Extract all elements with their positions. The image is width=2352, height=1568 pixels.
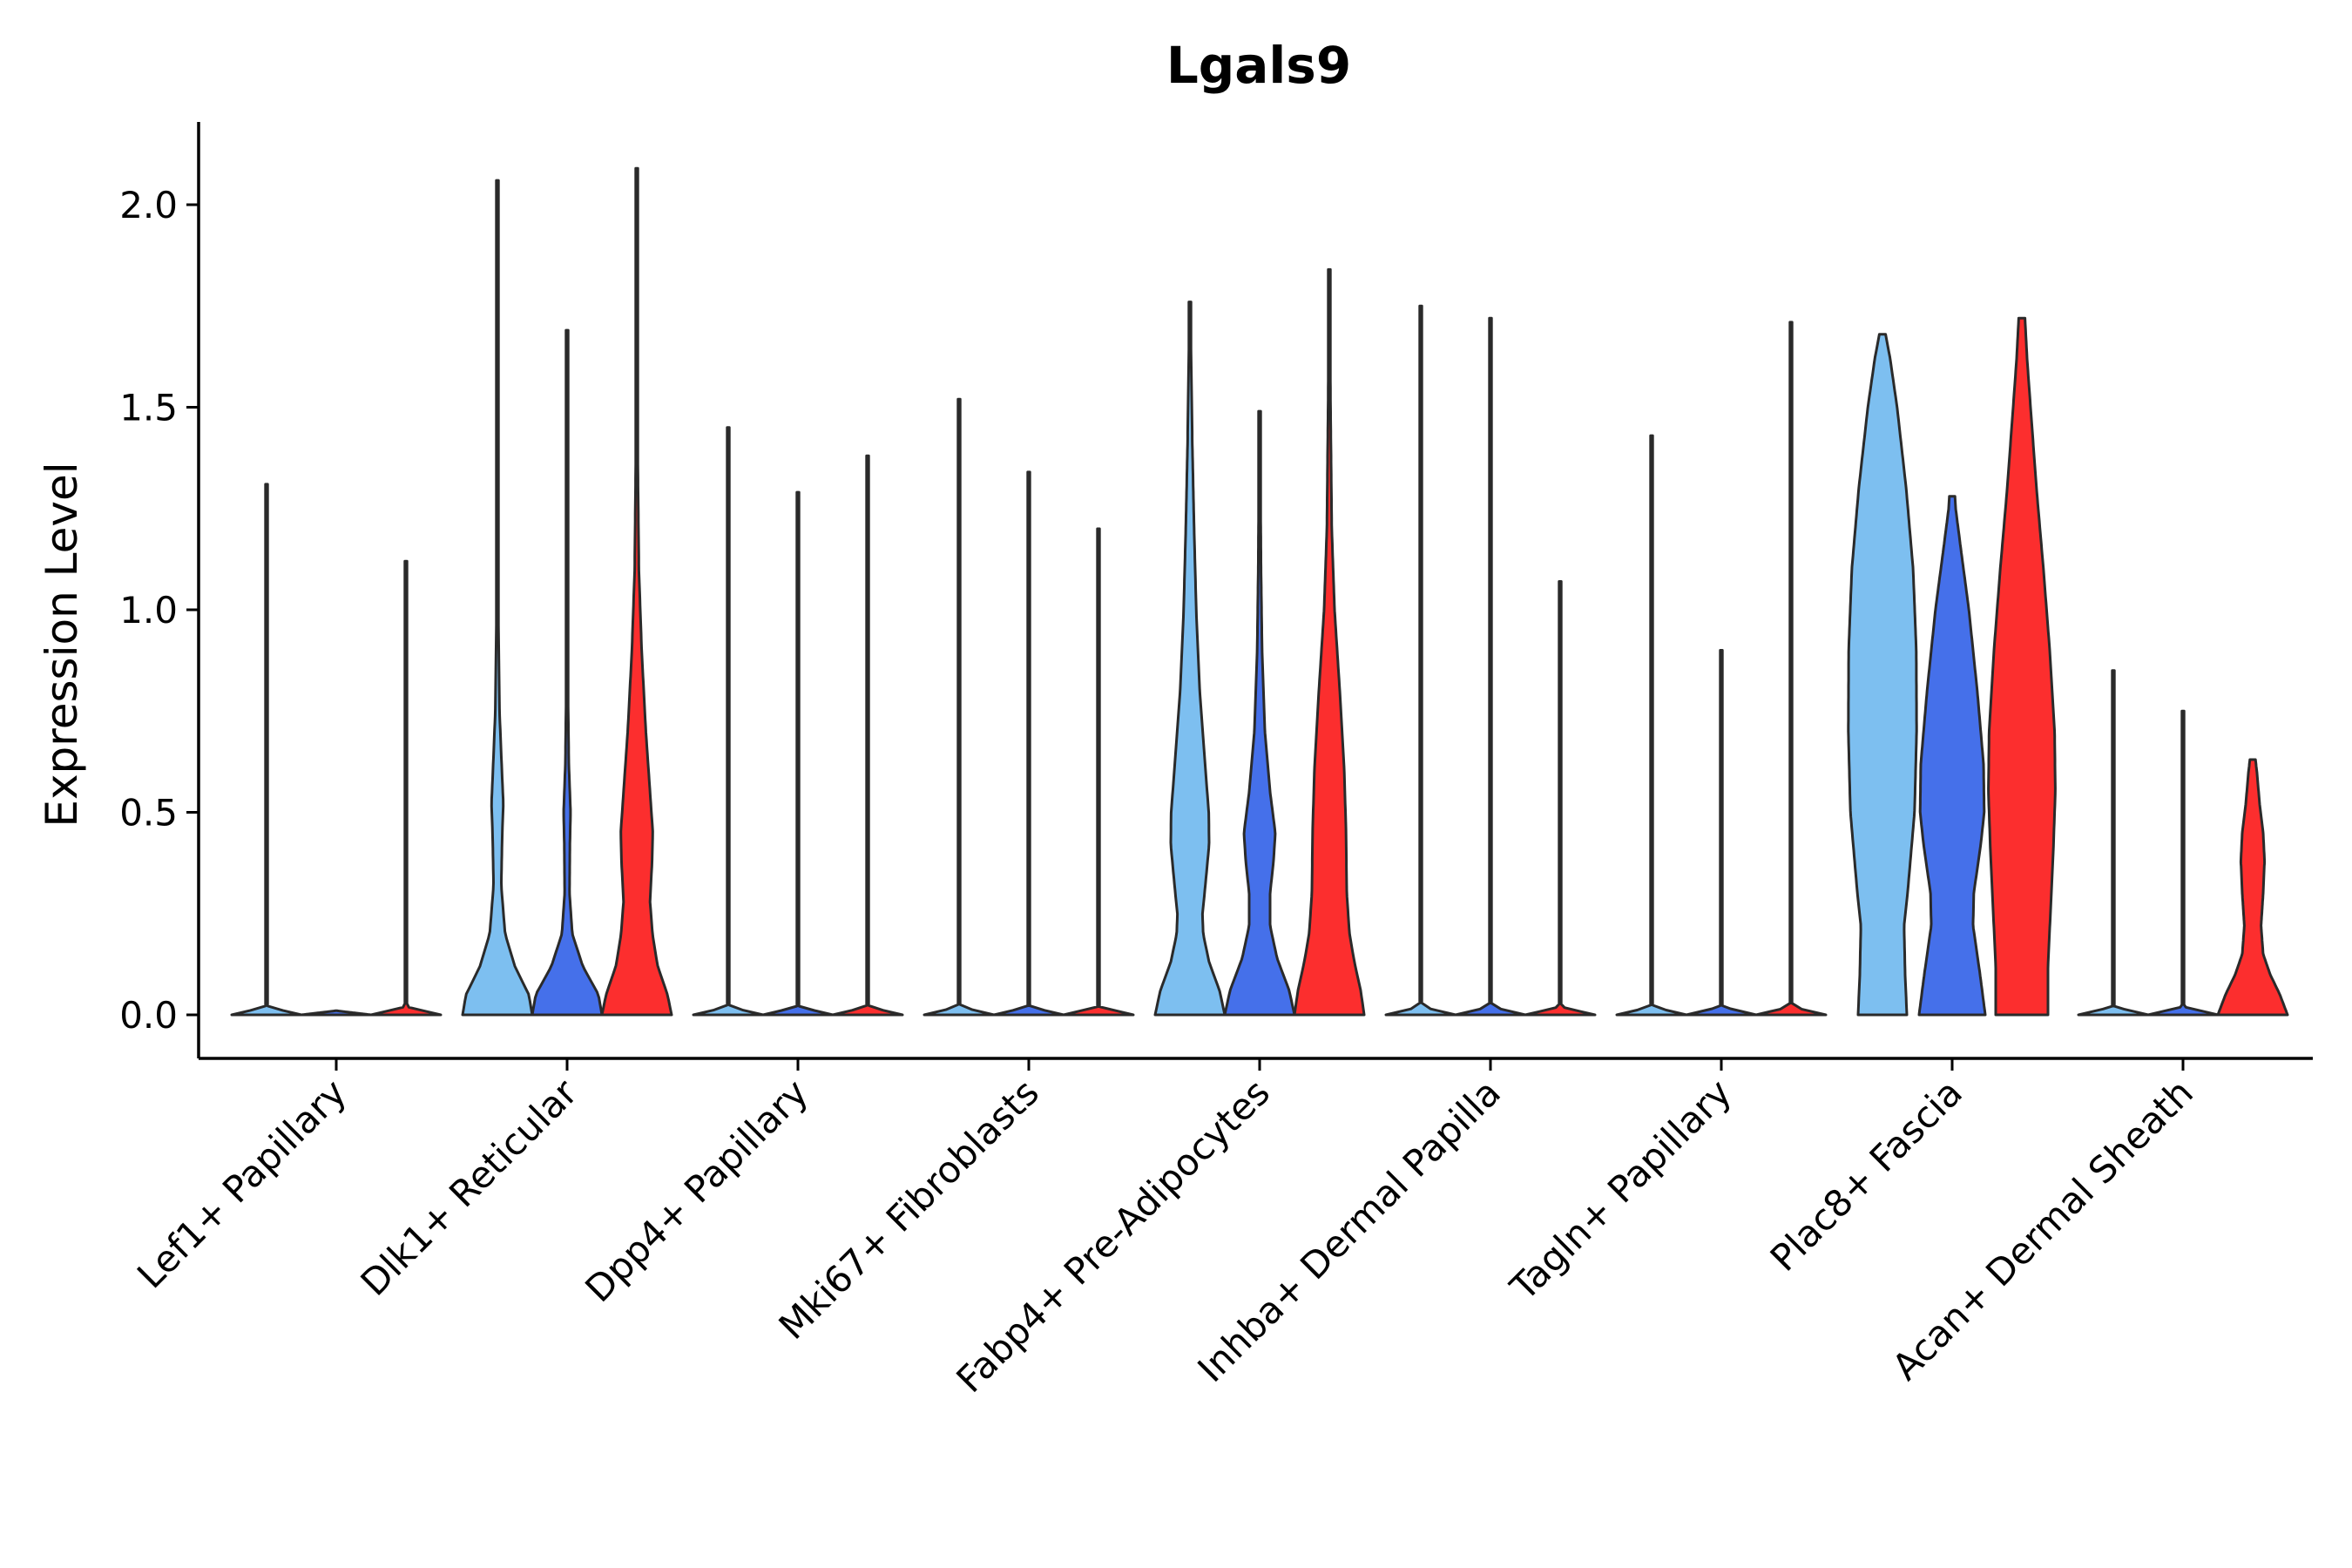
- violin-3-inhba-dermal-papilla: [1524, 580, 1597, 1017]
- violin-3-plac8-fascia: [1987, 316, 2057, 1017]
- y-tick-label: 2.0: [119, 184, 178, 226]
- violin-3-acan-dermal-sheath: [2216, 758, 2289, 1017]
- y-tick-label: 0.0: [119, 994, 178, 1037]
- y-tick-label: 1.5: [119, 387, 178, 429]
- violin-3-mki67-fibroblasts: [1062, 527, 1135, 1017]
- y-tick-label: 0.5: [119, 792, 178, 835]
- chart-title: Lgals9: [1166, 36, 1351, 95]
- violin-series-group: [230, 166, 2289, 1017]
- violin-2-inhba-dermal-papilla: [1454, 316, 1527, 1017]
- violin-2-mki67-fibroblasts: [992, 470, 1065, 1017]
- y-axis-label: Expression Level: [37, 462, 87, 827]
- violin-3-tagln-papillary: [1754, 321, 1828, 1017]
- violin-1-dpp4-papillary: [692, 426, 765, 1017]
- violin-1-lef1-papillary: [230, 483, 303, 1017]
- violin-1-dlk1-reticular: [461, 179, 534, 1017]
- y-tick-label: 1.0: [119, 589, 178, 632]
- violin-2-dpp4-papillary: [761, 490, 835, 1017]
- violin-3-lef1-papillary: [369, 559, 443, 1017]
- violin-2-plac8-fascia: [1917, 495, 1987, 1017]
- violin-3-dlk1-reticular: [600, 166, 673, 1017]
- violin-3-fabp4-pre-adipocytes: [1293, 267, 1366, 1017]
- violin-1-plac8-fascia: [1847, 333, 1918, 1017]
- violin-2-dlk1-reticular: [531, 328, 604, 1017]
- violin-2-lef1-papillary: [300, 1009, 373, 1017]
- violin-1-inhba-dermal-papilla: [1384, 304, 1457, 1017]
- violin-1-mki67-fibroblasts: [923, 397, 996, 1017]
- violin-1-tagln-papillary: [1615, 434, 1688, 1017]
- violin-3-dpp4-papillary: [831, 454, 904, 1017]
- violin-2-tagln-papillary: [1685, 649, 1758, 1017]
- violin-1-fabp4-pre-adipocytes: [1153, 301, 1227, 1017]
- violin-2-acan-dermal-sheath: [2146, 709, 2220, 1017]
- violin-2-fabp4-pre-adipocytes: [1223, 409, 1296, 1017]
- violin-1-acan-dermal-sheath: [2077, 669, 2150, 1017]
